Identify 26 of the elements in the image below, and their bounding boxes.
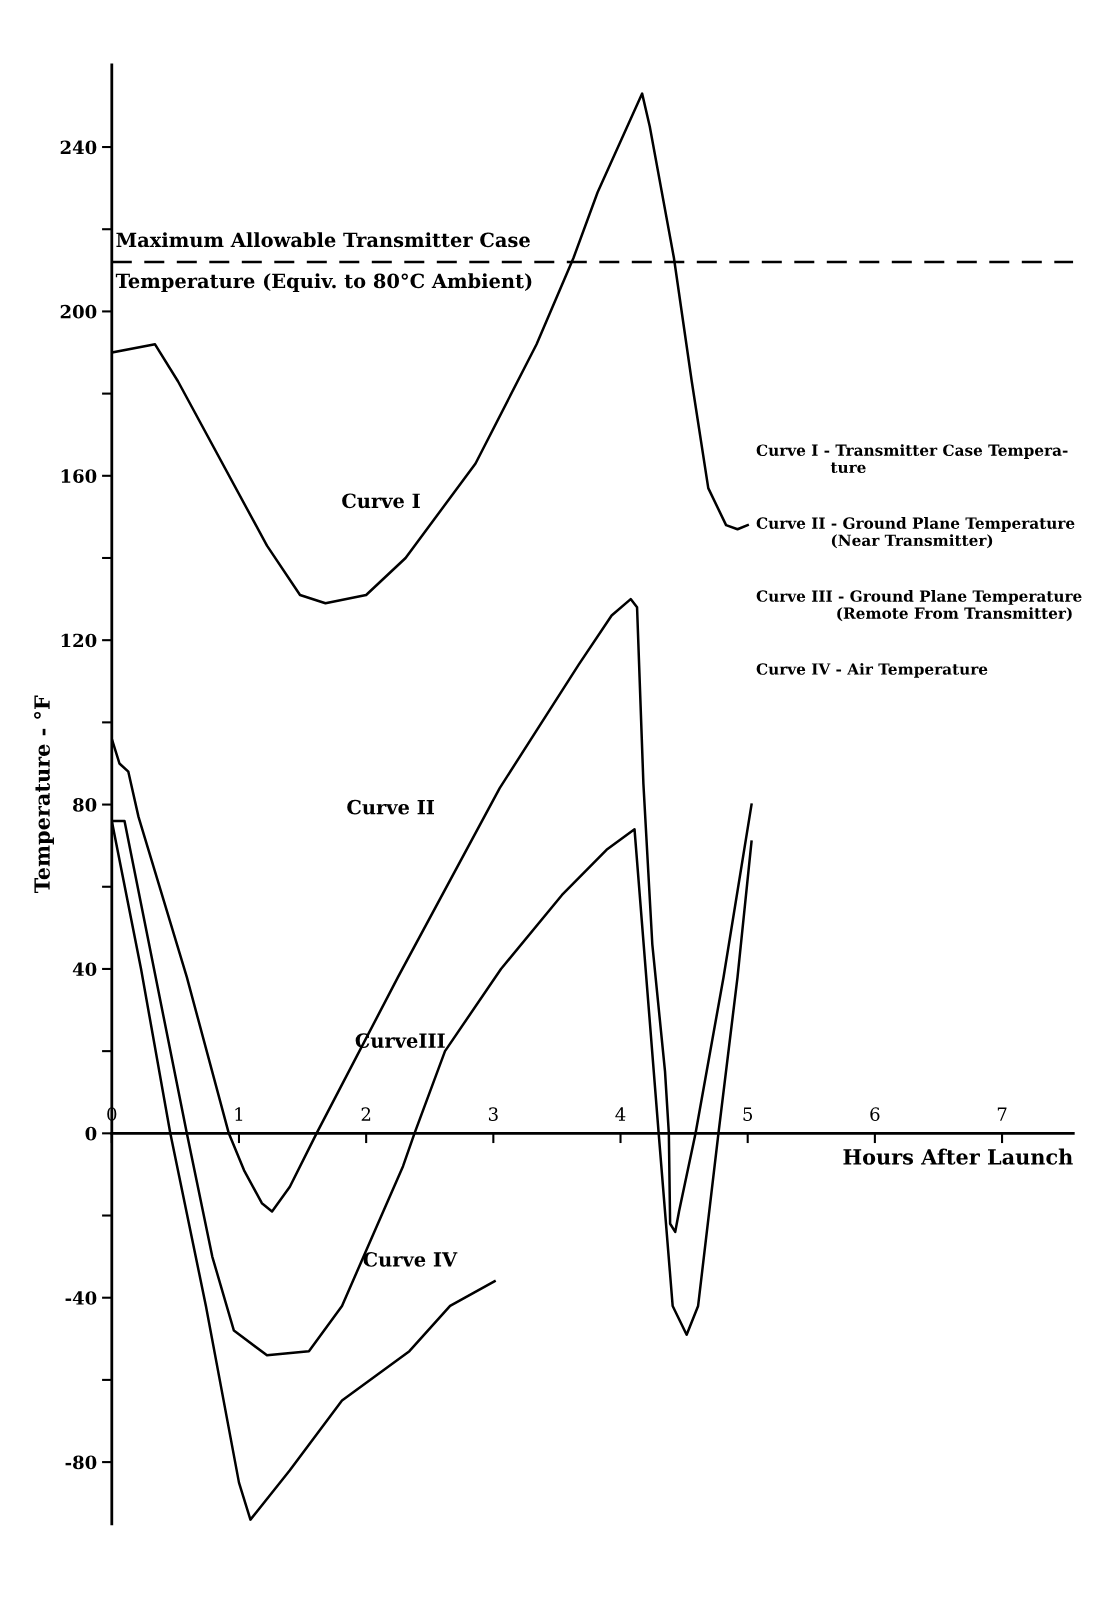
y-tick-label: 40 [72,962,97,977]
x-tick-label: 7 [997,1107,1007,1121]
y-tick-label: 120 [61,633,97,648]
x-axis-title: Hours After Launch [843,1148,1073,1165]
text: Maximum Allowable Transmitter Case Temperature (Equiv. to 80°C Ambient) [115,232,532,293]
y-tick-label: 200 [60,304,97,319]
annotation: Curve III - Ground Plane Temperature (Remote From Transmitter) [756,590,1082,622]
y-tick-label: -40 [65,1291,97,1305]
x-tick-label: 6 [870,1107,880,1121]
annotation: Curve II - Ground Plane Temperature (Near Transmitter) [756,517,1075,549]
y-tick-label: 80 [73,798,97,812]
annotation: Curve II [347,799,434,815]
annotation: Curve IV [363,1252,458,1267]
y-tick-label: 160 [61,469,97,483]
x-tick-label: 1 [235,1107,243,1121]
x-tick-label: 4 [615,1107,626,1121]
x-tick-label: 5 [743,1107,753,1121]
y-axis-title: Temperature - °F [34,695,54,894]
annotation: Curve IV - Air Temperature [756,662,988,678]
y-tick-label: -80 [65,1455,97,1470]
annotation: Curve I [342,493,420,509]
x-tick-label: 3 [488,1107,498,1121]
y-tick-label: 240 [60,140,97,155]
annotation: Curve I - Transmitter Case Tempera- ture [756,444,1068,474]
y-tick-label: 0 [85,1126,97,1141]
x-tick-label: 2 [361,1107,371,1121]
